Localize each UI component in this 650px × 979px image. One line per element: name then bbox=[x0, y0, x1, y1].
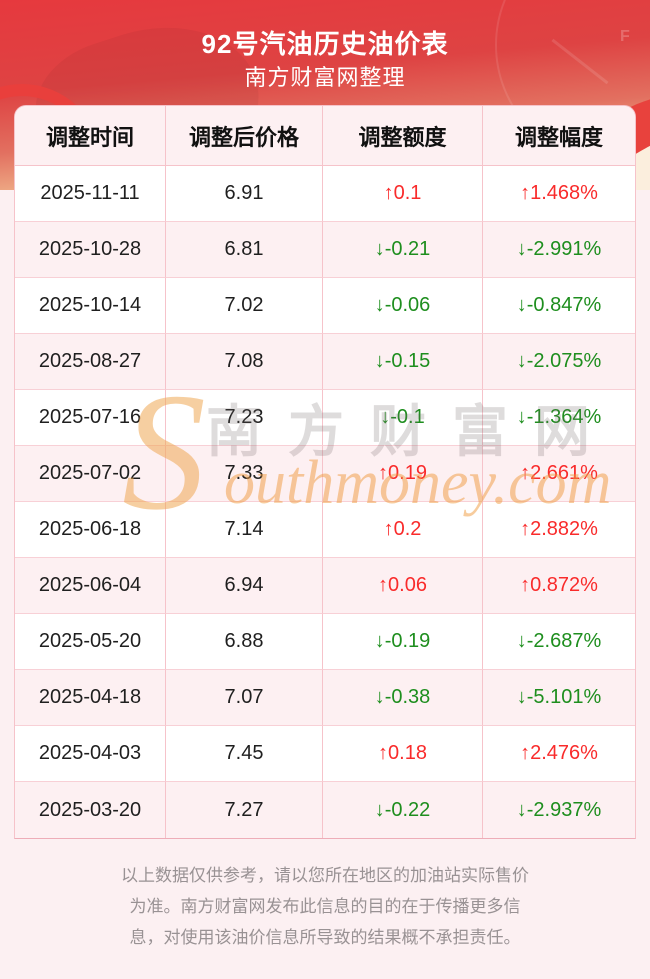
cell-change: ↓-0.22 bbox=[323, 782, 483, 838]
cell-price: 6.91 bbox=[166, 166, 323, 222]
cell-price: 6.81 bbox=[166, 222, 323, 278]
cell-date: 2025-08-27 bbox=[15, 334, 166, 390]
cell-price: 7.27 bbox=[166, 782, 323, 838]
cell-change: ↑0.1 bbox=[323, 166, 483, 222]
col-header-adjust-range: 调整幅度 bbox=[483, 106, 635, 166]
cell-date: 2025-05-20 bbox=[15, 614, 166, 670]
table-row: 2025-06-18 7.14 ↑0.2 ↑2.882% bbox=[15, 502, 635, 558]
cell-price: 7.45 bbox=[166, 726, 323, 782]
cell-percent: ↓-2.687% bbox=[483, 614, 635, 670]
cell-date: 2025-10-14 bbox=[15, 278, 166, 334]
table-header-row: 调整时间 调整后价格 调整额度 调整幅度 bbox=[15, 106, 635, 166]
cell-change: ↓-0.1 bbox=[323, 390, 483, 446]
cell-percent: ↑2.882% bbox=[483, 502, 635, 558]
cell-change: ↓-0.15 bbox=[323, 334, 483, 390]
cell-date: 2025-06-04 bbox=[15, 558, 166, 614]
cell-date: 2025-06-18 bbox=[15, 502, 166, 558]
fuel-gauge-f-label: F bbox=[620, 28, 630, 45]
cell-change: ↓-0.06 bbox=[323, 278, 483, 334]
cell-change: ↓-0.19 bbox=[323, 614, 483, 670]
cell-percent: ↓-0.847% bbox=[483, 278, 635, 334]
cell-percent: ↓-1.364% bbox=[483, 390, 635, 446]
disclaimer: 以上数据仅供参考，请以您所在地区的加油站实际售价 为准。南方财富网发布此信息的目… bbox=[0, 860, 650, 953]
col-header-adjust-time: 调整时间 bbox=[15, 106, 166, 166]
col-header-adjust-amount: 调整额度 bbox=[323, 106, 483, 166]
table-row: 2025-06-04 6.94 ↑0.06 ↑0.872% bbox=[15, 558, 635, 614]
table-row: 2025-10-14 7.02 ↓-0.06 ↓-0.847% bbox=[15, 278, 635, 334]
cell-date: 2025-03-20 bbox=[15, 782, 166, 838]
cell-percent: ↑2.476% bbox=[483, 726, 635, 782]
disclaimer-line: 以上数据仅供参考，请以您所在地区的加油站实际售价 bbox=[121, 866, 529, 885]
table-row: 2025-07-16 7.23 ↓-0.1 ↓-1.364% bbox=[15, 390, 635, 446]
cell-change: ↑0.19 bbox=[323, 446, 483, 502]
cell-price: 7.02 bbox=[166, 278, 323, 334]
cell-percent: ↑2.661% bbox=[483, 446, 635, 502]
table-row: 2025-10-28 6.81 ↓-0.21 ↓-2.991% bbox=[15, 222, 635, 278]
cell-price: 7.14 bbox=[166, 502, 323, 558]
cell-price: 7.33 bbox=[166, 446, 323, 502]
cell-change: ↑0.18 bbox=[323, 726, 483, 782]
cell-percent: ↓-2.075% bbox=[483, 334, 635, 390]
cell-change: ↑0.2 bbox=[323, 502, 483, 558]
cell-date: 2025-07-02 bbox=[15, 446, 166, 502]
page-subtitle: 南方财富网整理 bbox=[244, 65, 406, 90]
table-row: 2025-04-03 7.45 ↑0.18 ↑2.476% bbox=[15, 726, 635, 782]
cell-price: 7.08 bbox=[166, 334, 323, 390]
cell-date: 2025-11-11 bbox=[15, 166, 166, 222]
cell-date: 2025-04-03 bbox=[15, 726, 166, 782]
cell-price: 6.88 bbox=[166, 614, 323, 670]
table-row: 2025-03-20 7.27 ↓-0.22 ↓-2.937% bbox=[15, 782, 635, 838]
table-row: 2025-07-02 7.33 ↑0.19 ↑2.661% bbox=[15, 446, 635, 502]
cell-price: 7.07 bbox=[166, 670, 323, 726]
disclaimer-line: 息，对使用该油价信息所导致的结果概不承担责任。 bbox=[129, 928, 521, 947]
cell-percent: ↓-2.991% bbox=[483, 222, 635, 278]
cell-price: 6.94 bbox=[166, 558, 323, 614]
cell-price: 7.23 bbox=[166, 390, 323, 446]
cell-date: 2025-04-18 bbox=[15, 670, 166, 726]
cell-percent: ↑1.468% bbox=[483, 166, 635, 222]
page-title: 92号汽油历史油价表 bbox=[201, 29, 449, 59]
col-header-price-after: 调整后价格 bbox=[166, 106, 323, 166]
disclaimer-line: 为准。南方财富网发布此信息的目的在于传播更多信 bbox=[129, 897, 521, 916]
cell-percent: ↓-2.937% bbox=[483, 782, 635, 838]
cell-percent: ↓-5.101% bbox=[483, 670, 635, 726]
cell-change: ↓-0.21 bbox=[323, 222, 483, 278]
cell-date: 2025-07-16 bbox=[15, 390, 166, 446]
table-row: 2025-08-27 7.08 ↓-0.15 ↓-2.075% bbox=[15, 334, 635, 390]
cell-change: ↓-0.38 bbox=[323, 670, 483, 726]
table-row: 2025-04-18 7.07 ↓-0.38 ↓-5.101% bbox=[15, 670, 635, 726]
table-row: 2025-11-11 6.91 ↑0.1 ↑1.468% bbox=[15, 166, 635, 222]
price-history-table: 调整时间 调整后价格 调整额度 调整幅度 2025-11-11 6.91 ↑0.… bbox=[14, 105, 636, 839]
cell-date: 2025-10-28 bbox=[15, 222, 166, 278]
cell-percent: ↑0.872% bbox=[483, 558, 635, 614]
table-row: 2025-05-20 6.88 ↓-0.19 ↓-2.687% bbox=[15, 614, 635, 670]
cell-change: ↑0.06 bbox=[323, 558, 483, 614]
